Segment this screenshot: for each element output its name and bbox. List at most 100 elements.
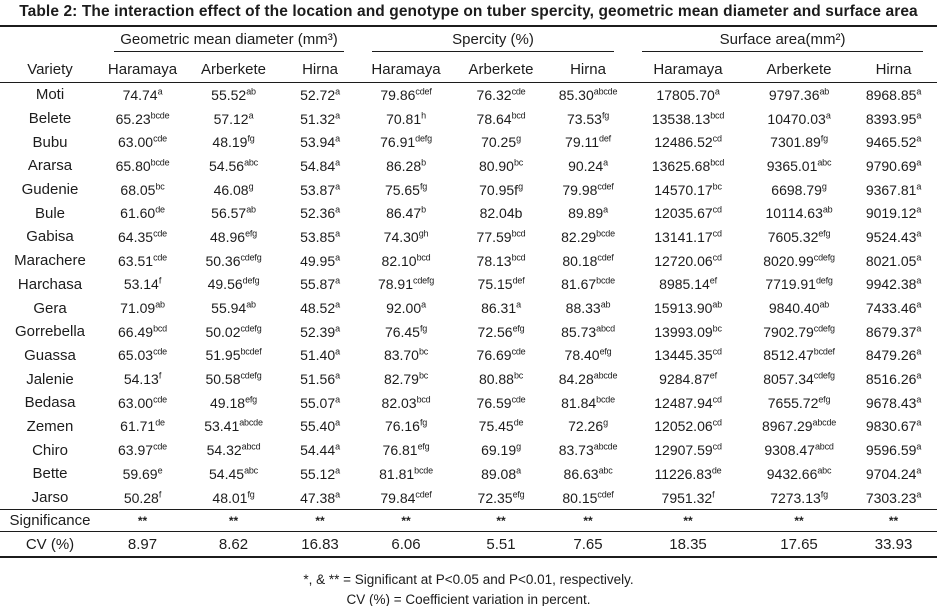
value-cell: 9840.40ab — [768, 299, 830, 317]
significance-letters: abcde — [812, 417, 837, 428]
variety-cell: Ararsa — [27, 157, 73, 175]
table-row: Jalenie 54.13f 50.58cdefg 51.56a 82.79bc 80.8… — [0, 367, 937, 391]
value-cell: 76.32cde — [476, 86, 526, 103]
value-cell: 77.59bcd — [476, 228, 526, 245]
value-cell: 55.52ab — [211, 86, 256, 103]
significance-letters: cd — [712, 394, 722, 405]
value-cell: 75.45de — [478, 417, 524, 435]
significance-letters: cdefg — [813, 252, 835, 262]
group-header-geometric-mean-diameter: Geometric mean diameter (mm³) — [100, 27, 358, 56]
value-cell: 48.96efg — [210, 228, 257, 245]
significance-letters: a — [335, 252, 340, 262]
value-cell: 52.36a — [300, 204, 340, 222]
value-cell: 75.15def — [477, 275, 525, 293]
significance-letters: a — [916, 275, 922, 286]
value-cell: 13538.13bcd — [651, 109, 725, 127]
table-row: Harchasa 53.14f 49.56defg 55.87a 78.91cdefg 7… — [0, 273, 937, 297]
value-cell: 72.35efg — [477, 488, 525, 506]
value-cell: 13993.09bc — [654, 323, 722, 340]
significance-letters: fg — [820, 133, 828, 144]
significance-letters: f — [712, 488, 715, 499]
significance-letters: de — [513, 417, 524, 428]
table-row: Ararsa 65.80bcde 54.56abc 54.84a 86.28b 80.90… — [0, 154, 937, 178]
significance-letters: abc — [244, 157, 258, 168]
value-cell: 72.26g — [568, 417, 608, 435]
value-cell: 76.81efg — [382, 441, 430, 459]
table-row: Guassa 65.03cde 51.95bcdef 51.40a 83.70bc 76.… — [0, 344, 937, 368]
value-cell: 72.56efg — [477, 323, 525, 340]
significance-letters: ab — [819, 299, 830, 310]
value-cell: 53.94a — [300, 133, 340, 151]
significance-letters: e — [157, 465, 163, 476]
significance-letters: a — [516, 299, 521, 310]
value-cell: 48.19fg — [212, 133, 255, 151]
significance-letters: abcd — [814, 441, 834, 452]
value-cell: 53.85a — [300, 228, 340, 245]
variety-cell: Marachere — [14, 252, 86, 270]
significance-letters: bcd — [416, 394, 431, 405]
value-cell: 84.28abcde — [558, 370, 618, 388]
value-cell: 50.58cdefg — [205, 370, 262, 388]
value-cell: 76.91defg — [380, 133, 432, 151]
value-cell: 46.08g — [213, 180, 254, 198]
significance-letters: cdef — [597, 180, 614, 191]
cv-row-value: 5.51 — [454, 531, 549, 559]
significance-letters: cd — [712, 204, 722, 215]
value-cell: 79.84cdef — [380, 488, 432, 506]
significance-letters: a — [916, 299, 922, 310]
significance-row-value: ** — [748, 509, 851, 533]
significance-letters: abc — [598, 465, 613, 476]
significance-letters: bcdef — [813, 346, 835, 357]
location-header-row: Variety Haramaya Arberkete Hirna Haramaya Ar… — [0, 56, 937, 83]
footnote-significance: *, & ** = Significant at P<0.05 and P<0.… — [303, 572, 634, 588]
significance-letters: bcde — [596, 275, 615, 286]
significance-letters: bc — [418, 370, 429, 381]
significance-row-value: ** — [548, 509, 629, 533]
significance-letters: ab — [600, 299, 611, 310]
cv-row: CV (%) 8.97 8.62 16.83 6.06 5.51 7.65 18.35 17.6… — [0, 531, 937, 559]
significance-letters: a — [825, 109, 831, 120]
significance-letters: cde — [153, 228, 167, 239]
significance-letters: bcd — [511, 109, 526, 120]
value-cell: 52.72a — [300, 86, 340, 103]
value-cell: 63.00cde — [118, 394, 167, 411]
significance-letters: bcd — [511, 228, 526, 239]
significance-letters: a — [916, 133, 922, 144]
value-cell: 90.24a — [568, 157, 608, 174]
significance-letters: ef — [709, 275, 717, 286]
value-cell: 7655.72efg — [767, 394, 831, 411]
value-cell: 74.30gh — [383, 228, 429, 245]
value-cell: 86.63abc — [563, 465, 613, 482]
value-cell: 7719.91defg — [765, 275, 833, 293]
value-cell: 76.59cde — [476, 394, 526, 411]
significance-letters: h — [421, 109, 426, 120]
significance-letters: a — [335, 275, 340, 286]
significance-letters: efg — [818, 394, 831, 405]
significance-letters: b — [421, 204, 426, 215]
value-cell: 80.90bc — [478, 157, 524, 174]
value-cell: 85.73abcd — [561, 323, 615, 340]
variety-cell: Bubu — [32, 133, 68, 151]
significance-letters: bcd — [416, 252, 431, 262]
value-cell: 71.09ab — [120, 299, 165, 317]
value-cell: 49.18efg — [210, 394, 257, 411]
value-cell: 13445.35cd — [654, 346, 722, 364]
location-header: Haramaya — [628, 56, 749, 83]
value-cell: 63.00cde — [118, 133, 167, 151]
variety-cell: Bette — [32, 465, 68, 483]
significance-letters: bcdef — [240, 346, 262, 357]
value-cell: 7902.79cdefg — [763, 323, 835, 340]
value-cell: 76.45fg — [384, 323, 428, 340]
significance-letters: a — [335, 417, 340, 428]
significance-letters: a — [916, 252, 922, 262]
variety-cell: Harchasa — [17, 275, 83, 293]
significance-letters: abcd — [596, 323, 615, 334]
value-cell: 83.70bc — [383, 346, 429, 364]
significance-row: Significance ** ** ** ** ** ** ** ** ** — [0, 509, 937, 533]
value-cell: 15913.90ab — [654, 299, 723, 317]
significance-letters: efg — [512, 323, 525, 334]
significance-letters: a — [335, 323, 340, 334]
significance-letters: a — [916, 86, 922, 97]
significance-letters: cd — [712, 133, 722, 144]
location-header: Hirna — [282, 56, 359, 83]
